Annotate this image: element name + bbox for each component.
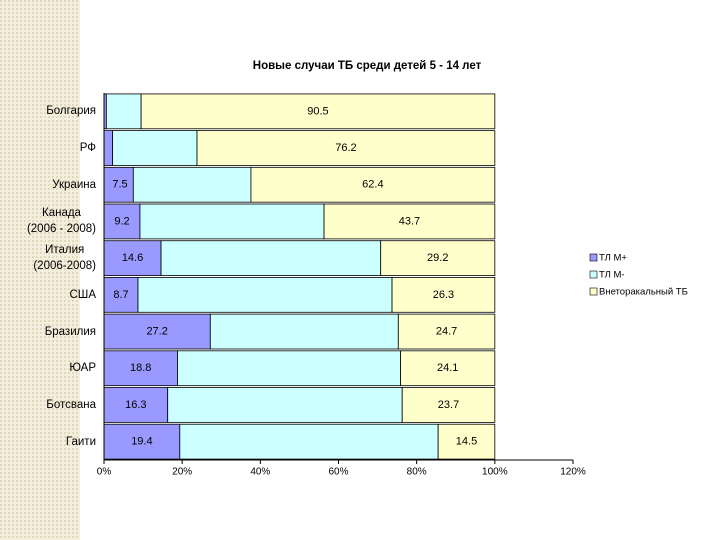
y-tick-label: Ботсвана	[46, 398, 96, 411]
legend-swatch	[589, 287, 598, 296]
data-label: 43.7	[399, 215, 420, 227]
bar-segment	[196, 130, 496, 166]
bar-segment	[400, 350, 496, 387]
bar-segment	[103, 387, 169, 423]
x-tick-label: 20%	[172, 467, 192, 478]
bar-segment	[103, 277, 139, 313]
y-tick-label: Канада (2006 - 2008)	[26, 207, 96, 236]
legend-label: ТЛ М+	[599, 253, 627, 264]
x-tick-label: 0%	[97, 467, 112, 478]
data-label: 19.4	[131, 436, 152, 448]
bar-segment	[132, 166, 252, 203]
bar-segment	[250, 166, 496, 203]
x-tick-label: 100%	[482, 467, 508, 478]
data-label: 23.7	[438, 399, 459, 411]
legend-swatch	[589, 253, 598, 262]
bar-segment	[397, 313, 496, 350]
data-label: 24.1	[437, 362, 458, 374]
bar-segment	[137, 277, 393, 313]
legend-swatch	[589, 270, 598, 279]
y-tick-label: Болгария	[46, 105, 96, 118]
data-label: 29.2	[427, 252, 448, 264]
bar-segment	[103, 350, 178, 387]
y-tick-label: ЮАР	[69, 362, 96, 375]
data-label: 27.2	[146, 325, 167, 337]
bar-segment	[323, 203, 496, 240]
y-tick-label: РФ	[79, 142, 96, 155]
bar-segment	[209, 313, 399, 350]
data-label: 90.5	[307, 105, 328, 117]
data-label: 14.6	[122, 252, 143, 264]
bar-segment	[401, 387, 496, 423]
bar-segment	[391, 277, 496, 313]
y-tick-label: Италия (2006-2008)	[33, 244, 96, 273]
y-tick-label: Бразилия	[44, 325, 96, 338]
y-tick-label: Украина	[52, 178, 96, 191]
data-label: 7.5	[112, 179, 127, 191]
bar-segment	[167, 387, 403, 423]
bar-segment	[380, 240, 496, 276]
y-tick-label: США	[69, 288, 96, 301]
data-label: 16.3	[125, 399, 146, 411]
bar-segment	[103, 130, 113, 166]
data-label: 9.2	[114, 215, 129, 227]
bar-segment	[103, 240, 162, 276]
bar-segment	[103, 423, 181, 460]
bar-segment	[112, 130, 198, 166]
x-tick-label: 120%	[560, 467, 586, 478]
data-label: 24.7	[436, 325, 457, 337]
data-label: 8.7	[113, 289, 128, 301]
bar-segment	[177, 350, 402, 387]
data-label: 26.3	[433, 289, 454, 301]
bar-segment	[437, 423, 496, 460]
bar-segment	[103, 313, 211, 350]
data-label: 18.8	[130, 362, 151, 374]
x-tick-label: 80%	[407, 467, 427, 478]
chart-title: Новые случаи ТБ среди детей 5 - 14 лет	[253, 60, 482, 72]
decor-strip	[0, 0, 80, 540]
bar-segment	[139, 203, 325, 240]
legend-label: ТЛ М-	[599, 270, 625, 281]
data-label: 14.5	[456, 436, 477, 448]
data-label: 76.2	[335, 142, 356, 154]
y-tick-label: Гаити	[65, 435, 96, 448]
data-label: 62.4	[362, 179, 383, 191]
bar-segment	[160, 240, 382, 276]
bar-segment	[140, 93, 496, 130]
bar-segment	[179, 423, 439, 460]
x-tick-label: 40%	[250, 467, 270, 478]
x-tick-label: 60%	[328, 467, 348, 478]
legend-label: Внеторакальный ТБ	[599, 287, 688, 298]
bar-segment	[105, 93, 142, 130]
